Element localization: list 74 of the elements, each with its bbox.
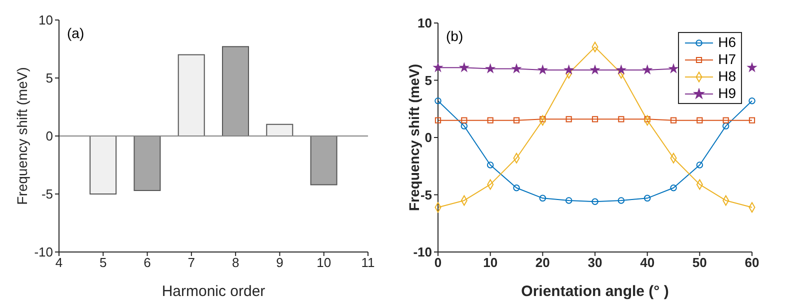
point [565,197,572,204]
y-tick-label: 5 [424,72,432,88]
x-tick-label: 30 [588,255,602,270]
point [618,116,624,122]
y-axis-title: Frequency shift (meV) [14,67,30,205]
point [538,65,547,74]
bar [90,136,117,194]
point [618,197,625,204]
point [434,117,442,124]
point [460,122,468,130]
x-tick-label: 50 [692,255,707,270]
y-tick-label: 0 [46,128,53,144]
y-axis-title: Frequency shift (meV) [406,64,422,212]
point [748,117,756,124]
point [669,64,678,73]
y-tick-label: 10 [38,12,53,28]
y-tick-label: -10 [413,244,432,260]
x-tick-label: 6 [144,255,151,270]
point [748,63,756,72]
x-tick-label: 9 [276,255,284,270]
x-tick-label: 0 [434,255,442,270]
legend-label: H8 [718,68,736,85]
point [564,65,574,74]
legend-label: H9 [718,85,736,102]
point [696,162,704,168]
y-tick-label: -5 [420,187,432,202]
bar [310,136,338,186]
x-axis-title: Harmonic order [162,283,266,300]
y-tick-label: 5 [46,70,53,86]
point [539,194,546,202]
point [460,63,468,72]
point [434,63,442,72]
point [616,65,626,74]
annotation: (b) [446,28,464,44]
legend-label: H7 [718,51,736,68]
point [592,116,598,122]
bar [222,46,249,136]
point [513,184,520,192]
x-tick-label: 10 [483,255,498,270]
y-tick-label: 0 [424,130,432,146]
point [512,64,521,73]
point [486,64,495,73]
bar [134,136,161,192]
point [696,117,703,124]
x-tick-label: 60 [744,255,760,270]
point [670,117,677,124]
point [566,116,572,122]
bar [178,54,205,136]
x-tick-label: 11 [361,255,375,270]
point [643,65,652,74]
bar [266,124,294,136]
x-tick-label: 40 [640,255,655,270]
annotation: (a) [67,25,84,41]
legend-label: H6 [718,34,736,51]
point [592,198,598,205]
point [461,117,468,124]
point [590,65,600,74]
point [670,184,677,192]
point [486,162,494,168]
x-tick-label: 7 [188,255,196,270]
y-tick-label: 10 [418,16,432,31]
x-tick-label: 10 [316,255,332,270]
y-tick-label: -5 [41,186,53,202]
point [722,122,730,130]
point [487,117,494,124]
x-tick-label: 4 [55,255,63,270]
y-tick-label: -10 [34,244,53,260]
x-tick-label: 8 [232,255,240,270]
x-tick-label: 20 [535,255,550,270]
x-axis-title: Orientation angle (° ) [521,283,669,300]
point [513,117,520,124]
x-tick-label: 5 [100,255,107,270]
point [644,194,651,202]
point [722,117,729,124]
